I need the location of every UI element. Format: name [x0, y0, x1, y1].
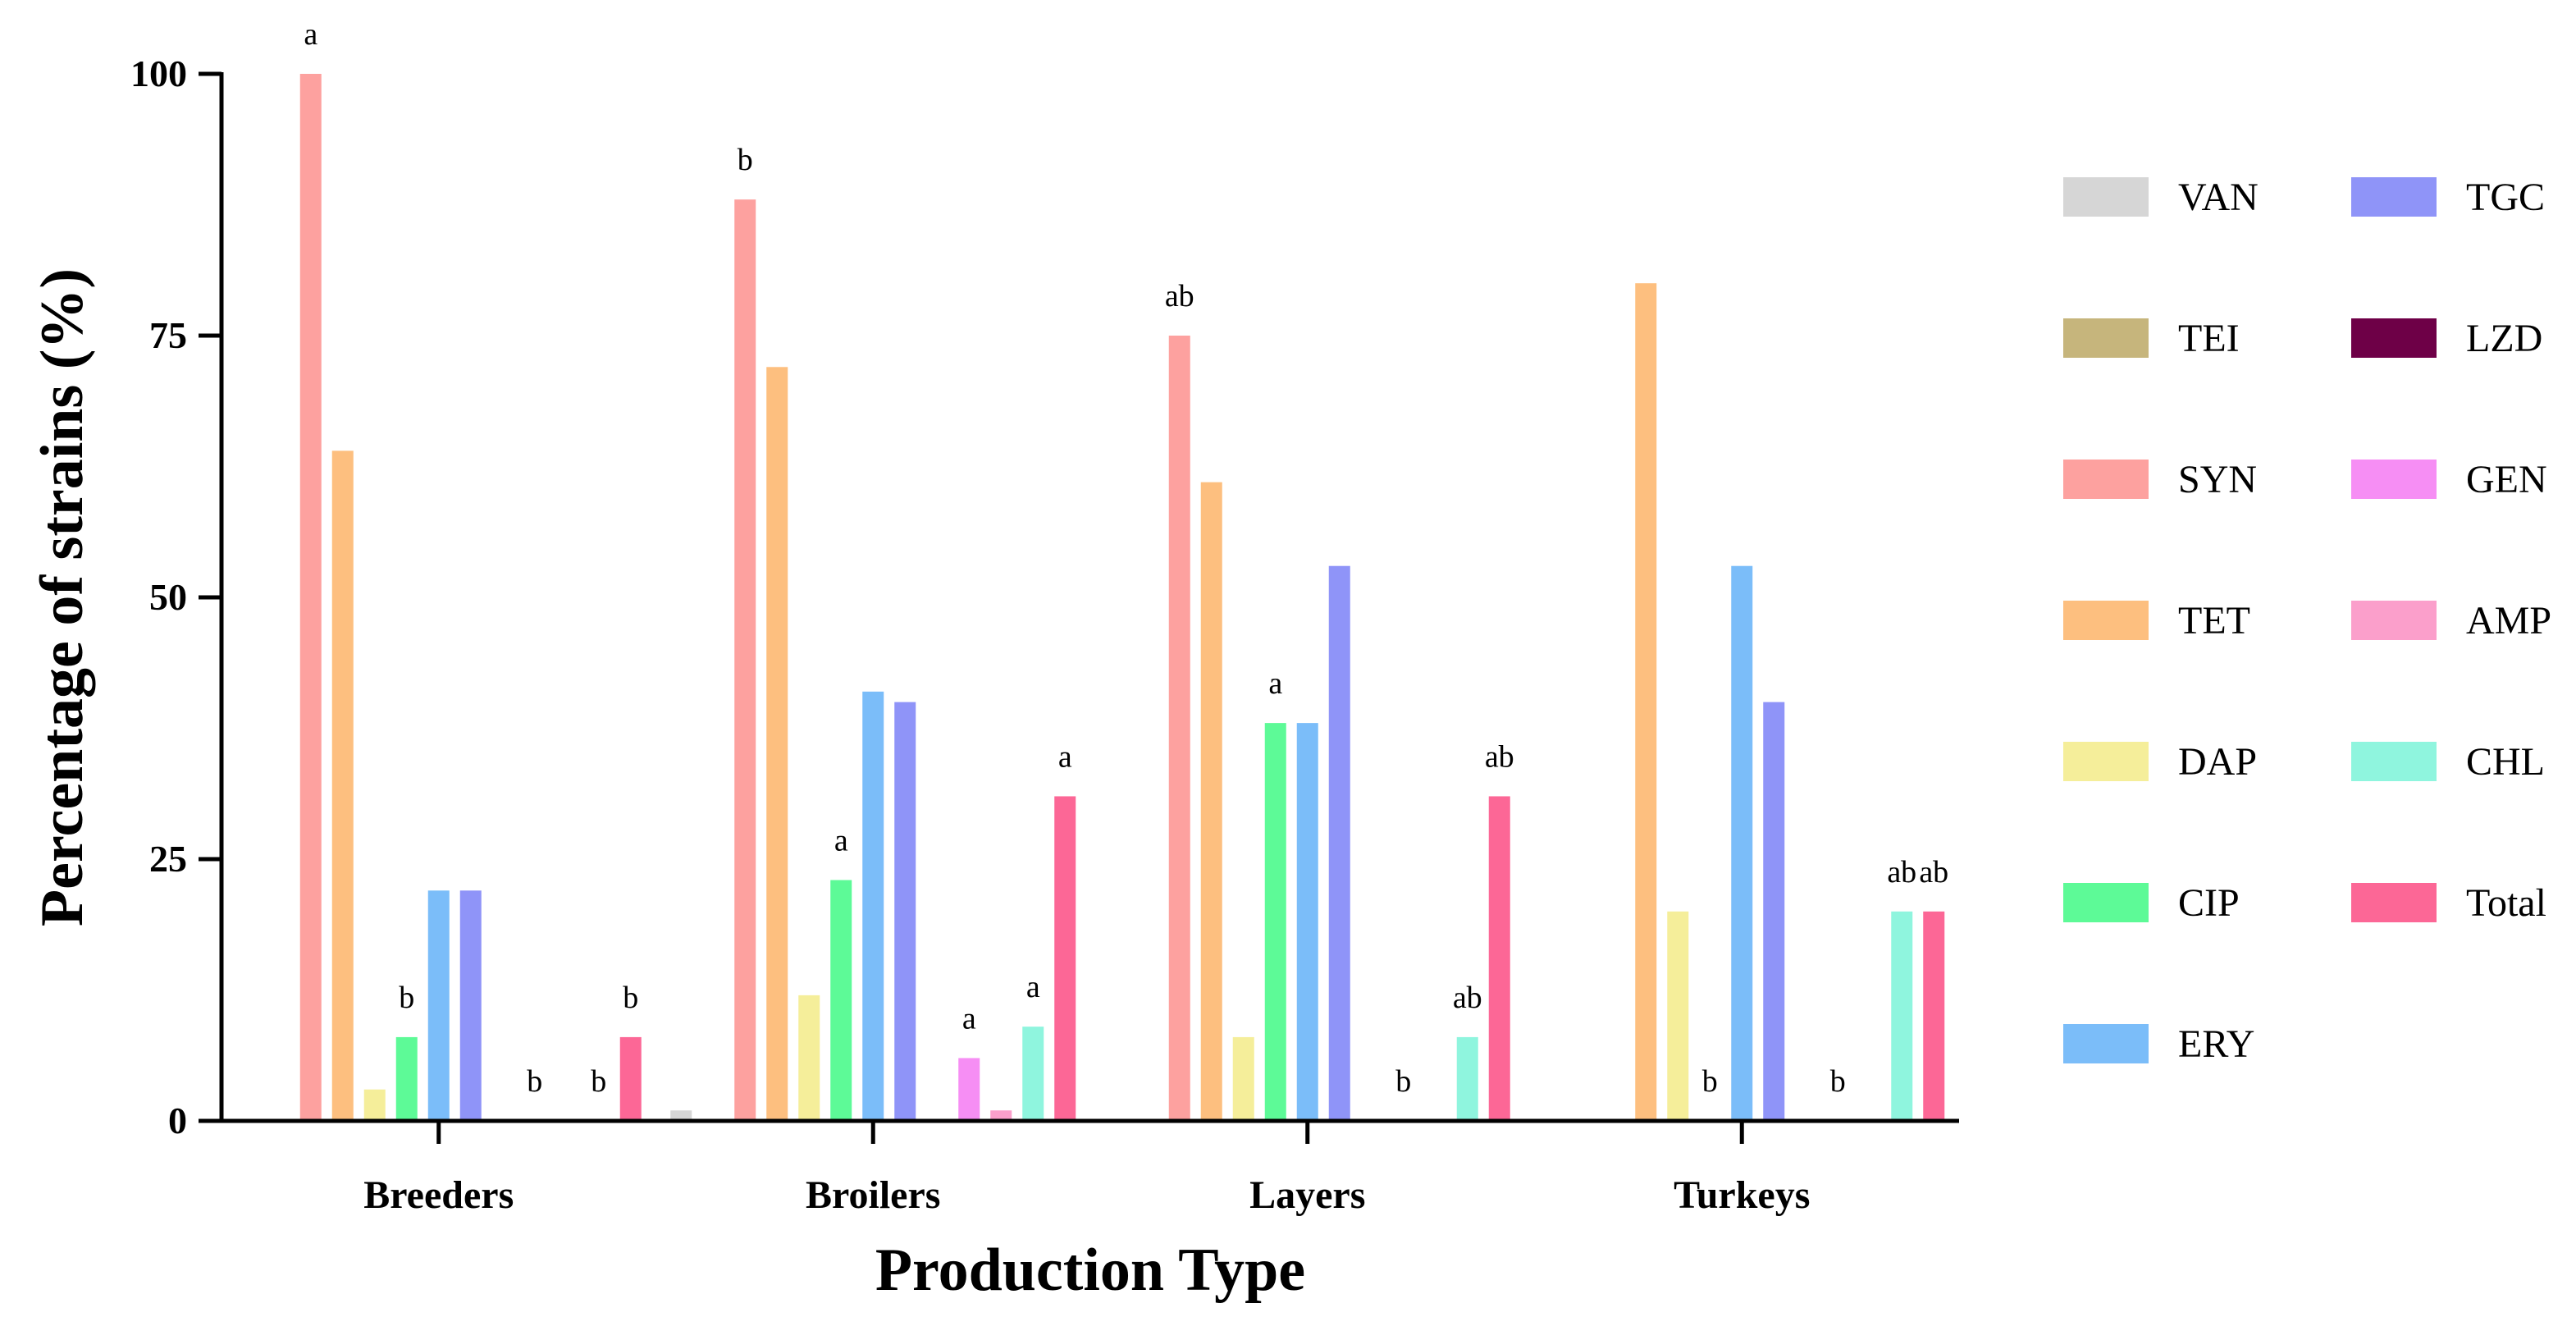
legend-swatch-chl	[2351, 742, 2437, 781]
y-axis-title: Percentage of strains (%)	[29, 268, 96, 926]
bar-dap-turkeys	[1667, 911, 1689, 1121]
annotation-label: ab	[1887, 855, 1916, 889]
bar-tgc-layers	[1328, 565, 1350, 1121]
bar-tet-layers	[1200, 482, 1222, 1121]
legend-swatch-cip	[2063, 883, 2149, 922]
annotation-label: b	[1830, 1064, 1846, 1099]
bar-chl-broilers	[1022, 1027, 1044, 1121]
bar-syn-broilers	[734, 199, 756, 1121]
annotation-label: a	[1026, 970, 1040, 1004]
legend-swatch-tgc	[2351, 177, 2437, 217]
annotation-label: a	[834, 824, 848, 858]
bar-cip-breeders	[395, 1036, 418, 1121]
bar-tet-broilers	[766, 367, 788, 1121]
annotation-label: b	[1395, 1064, 1411, 1099]
bar-tet-breeders	[331, 450, 354, 1121]
x-tick-label: Broilers	[806, 1173, 940, 1217]
legend-swatch-lzd	[2351, 318, 2437, 358]
bar-ery-breeders	[427, 890, 450, 1121]
annotation-label: ab	[1453, 981, 1482, 1015]
bar-tgc-breeders	[459, 890, 482, 1121]
legend-swatch-tei	[2063, 318, 2149, 358]
bar-tet-turkeys	[1635, 283, 1657, 1121]
legend: VAN TEI SYN TET DAP CIP ERY TGC LZD GEN AMP CHL Tota…	[2063, 176, 2551, 1066]
annotation-label: ab	[1919, 855, 1948, 889]
y-tick-label: 100	[130, 53, 187, 94]
x-tick-label: Breeders	[363, 1173, 514, 1217]
annotation-label: b	[623, 981, 638, 1015]
bar-total-breeders	[619, 1036, 642, 1121]
bar-dap-broilers	[798, 995, 820, 1121]
y-tick-label: 25	[149, 838, 187, 880]
legend-label-tet: TET	[2178, 599, 2250, 642]
bar-dap-layers	[1232, 1036, 1254, 1121]
bar-cip-broilers	[830, 880, 852, 1121]
annotation-label: a	[1268, 666, 1282, 701]
legend-label-gen: GEN	[2466, 458, 2547, 501]
bar-dap-breeders	[363, 1089, 386, 1121]
legend-swatch-gen	[2351, 460, 2437, 499]
legend-swatch-total	[2351, 883, 2437, 922]
annotation-label: ab	[1485, 739, 1514, 774]
bar-chl-layers	[1456, 1036, 1478, 1121]
legend-label-cip: CIP	[2178, 881, 2240, 925]
annotation-label: a	[1058, 739, 1072, 774]
legend-label-chl: CHL	[2466, 740, 2545, 784]
legend-swatch-ery	[2063, 1024, 2149, 1063]
legend-label-amp: AMP	[2466, 599, 2551, 642]
bar-gen-broilers	[958, 1058, 980, 1121]
x-tick-label: Turkeys	[1674, 1173, 1810, 1217]
annotation-label: b	[591, 1064, 606, 1099]
bar-ery-turkeys	[1731, 565, 1753, 1121]
bar-total-turkeys	[1923, 911, 1945, 1121]
bar-syn-layers	[1168, 336, 1190, 1121]
legend-label-total: Total	[2466, 881, 2546, 925]
legend-label-syn: SYN	[2178, 458, 2257, 501]
legend-label-dap: DAP	[2178, 740, 2257, 784]
bar-total-layers	[1488, 796, 1510, 1121]
legend-label-ery: ERY	[2178, 1022, 2254, 1066]
legend-swatch-tet	[2063, 601, 2149, 640]
annotation-label: b	[738, 143, 753, 177]
bar-tgc-turkeys	[1763, 702, 1785, 1121]
bar-cip-layers	[1264, 723, 1286, 1121]
y-tick-label: 75	[149, 314, 187, 356]
y-tick-label: 50	[149, 576, 187, 618]
bar-ery-layers	[1296, 723, 1318, 1121]
annotation-label: b	[527, 1064, 542, 1099]
bar-total-broilers	[1054, 796, 1076, 1121]
legend-label-lzd: LZD	[2466, 317, 2542, 360]
annotation-label: b	[399, 981, 414, 1015]
y-tick-label: 0	[168, 1100, 187, 1141]
legend-swatch-syn	[2063, 460, 2149, 499]
legend-label-tei: TEI	[2178, 317, 2240, 360]
legend-label-van: VAN	[2178, 176, 2259, 219]
legend-label-tgc: TGC	[2466, 176, 2545, 219]
annotation-label: b	[1702, 1064, 1718, 1099]
legend-swatch-van	[2063, 177, 2149, 217]
bar-syn-breeders	[299, 74, 322, 1121]
legend-swatch-amp	[2351, 601, 2437, 640]
legend-swatch-dap	[2063, 742, 2149, 781]
bar-tgc-broilers	[894, 702, 916, 1121]
bar-ery-broilers	[862, 691, 884, 1121]
annotation-label: ab	[1165, 279, 1194, 313]
bar-van-broilers	[670, 1110, 692, 1121]
x-axis: Breeders Broilers Layers Turkeys	[220, 1118, 1959, 1217]
bars-group	[299, 74, 1945, 1121]
x-axis-title: Production Type	[875, 1237, 1305, 1304]
bar-chl-turkeys	[1891, 911, 1913, 1121]
annotation-label: a	[304, 17, 317, 52]
x-tick-label: Layers	[1249, 1173, 1365, 1217]
bar-amp-broilers	[990, 1110, 1012, 1121]
y-axis: 0 25 50 75 100	[130, 53, 224, 1141]
annotation-label: a	[962, 1001, 976, 1036]
